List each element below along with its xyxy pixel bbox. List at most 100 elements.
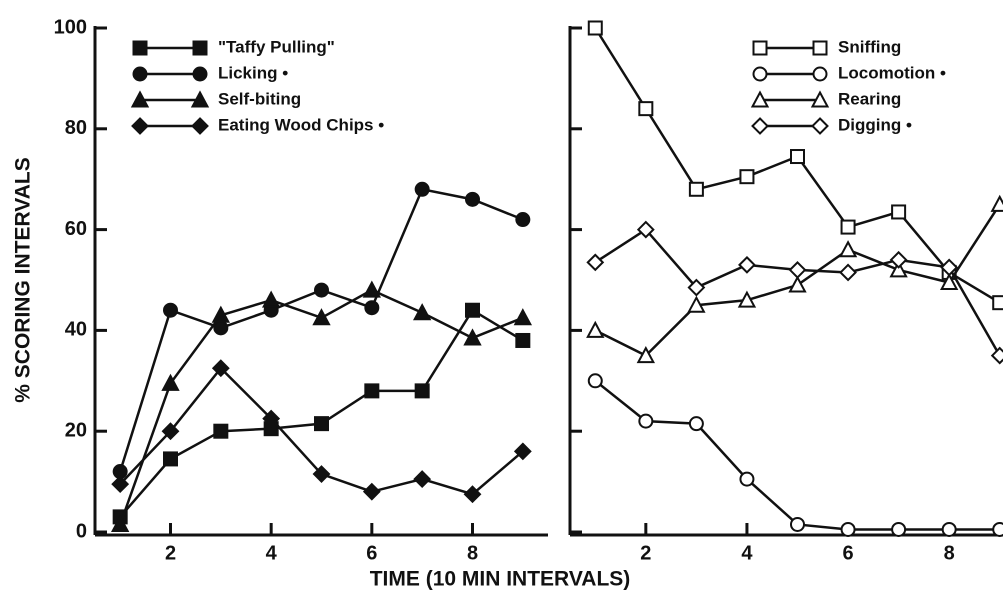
marker xyxy=(312,308,331,326)
marker xyxy=(788,275,807,293)
x-axis-label: TIME (10 MIN INTERVALS) xyxy=(370,568,631,591)
marker xyxy=(739,471,755,487)
x-tick-label: 4 xyxy=(266,542,278,564)
marker xyxy=(790,516,805,532)
marker xyxy=(191,117,209,135)
marker xyxy=(812,40,828,56)
marker xyxy=(513,308,533,326)
marker xyxy=(414,383,430,399)
marker xyxy=(314,416,329,432)
x-tick-label: 6 xyxy=(842,542,853,564)
marker xyxy=(752,66,768,82)
marker xyxy=(738,255,756,274)
marker xyxy=(812,66,828,82)
marker xyxy=(262,409,281,428)
marker xyxy=(688,416,704,432)
marker xyxy=(412,303,432,321)
y-tick-label: 20 xyxy=(65,419,87,441)
marker xyxy=(940,258,959,277)
y-tick-label: 80 xyxy=(65,117,87,139)
marker xyxy=(840,521,856,537)
x-tick-label: 6 xyxy=(366,542,377,564)
marker xyxy=(889,250,908,269)
x-tick-label: 8 xyxy=(944,542,955,564)
marker xyxy=(463,328,482,346)
marker xyxy=(586,320,605,338)
x-tick-label: 8 xyxy=(467,542,478,564)
y-tick-label: 40 xyxy=(65,319,87,341)
legend-label: Locomotion • xyxy=(838,63,946,82)
x-tick-label: 4 xyxy=(741,542,753,564)
marker xyxy=(161,373,180,391)
marker xyxy=(314,282,329,298)
marker xyxy=(131,117,149,135)
legend-label: Digging • xyxy=(838,115,912,134)
marker xyxy=(739,169,755,185)
legend-label: Rearing xyxy=(838,89,901,108)
marker xyxy=(636,345,656,364)
x-tick-label: 2 xyxy=(640,542,651,564)
marker xyxy=(586,253,605,272)
marker xyxy=(891,204,907,220)
y-tick-label: 100 xyxy=(54,16,87,38)
marker xyxy=(110,514,130,532)
marker xyxy=(587,373,603,389)
marker xyxy=(465,302,480,318)
series-line xyxy=(119,308,524,518)
marker xyxy=(688,181,704,197)
marker xyxy=(939,272,959,291)
marker xyxy=(889,260,908,278)
marker xyxy=(840,219,856,235)
marker xyxy=(891,521,907,537)
legend-label: Sniffing xyxy=(838,37,901,56)
marker xyxy=(192,40,208,56)
legend-label: "Taffy Pulling" xyxy=(218,37,335,56)
x-tick-label: 2 xyxy=(165,542,176,564)
marker xyxy=(161,422,180,441)
marker xyxy=(364,383,380,399)
marker xyxy=(192,66,208,82)
marker xyxy=(413,470,432,488)
marker xyxy=(810,90,830,108)
marker xyxy=(211,359,230,378)
marker xyxy=(163,451,178,467)
marker xyxy=(132,66,148,82)
marker xyxy=(513,442,532,461)
marker xyxy=(687,295,706,313)
y-tick-label: 0 xyxy=(76,520,87,542)
marker xyxy=(111,475,130,494)
marker xyxy=(261,290,281,308)
marker xyxy=(992,521,1003,537)
marker xyxy=(750,90,770,108)
marker xyxy=(362,482,381,501)
legend-label: Self-biting xyxy=(218,89,301,108)
marker xyxy=(364,300,380,316)
series-line xyxy=(594,227,1001,357)
marker xyxy=(992,295,1003,311)
marker xyxy=(811,117,829,135)
marker xyxy=(788,261,807,279)
series-line xyxy=(594,379,1000,531)
marker xyxy=(587,20,603,36)
marker xyxy=(414,181,430,197)
marker xyxy=(213,423,229,439)
marker xyxy=(839,263,857,282)
marker xyxy=(211,305,231,323)
legend-label: Eating Wood Chips • xyxy=(218,115,384,134)
marker xyxy=(362,280,382,298)
marker xyxy=(751,117,769,135)
marker xyxy=(463,485,482,504)
marker xyxy=(636,220,655,239)
marker xyxy=(515,212,531,228)
marker xyxy=(465,191,480,207)
marker xyxy=(790,149,805,165)
marker xyxy=(990,346,1003,365)
legend-label: Licking • xyxy=(218,63,288,82)
marker xyxy=(752,40,768,56)
marker xyxy=(737,290,757,308)
marker xyxy=(638,101,654,117)
marker xyxy=(990,194,1003,212)
marker xyxy=(163,302,178,318)
marker xyxy=(132,40,148,56)
